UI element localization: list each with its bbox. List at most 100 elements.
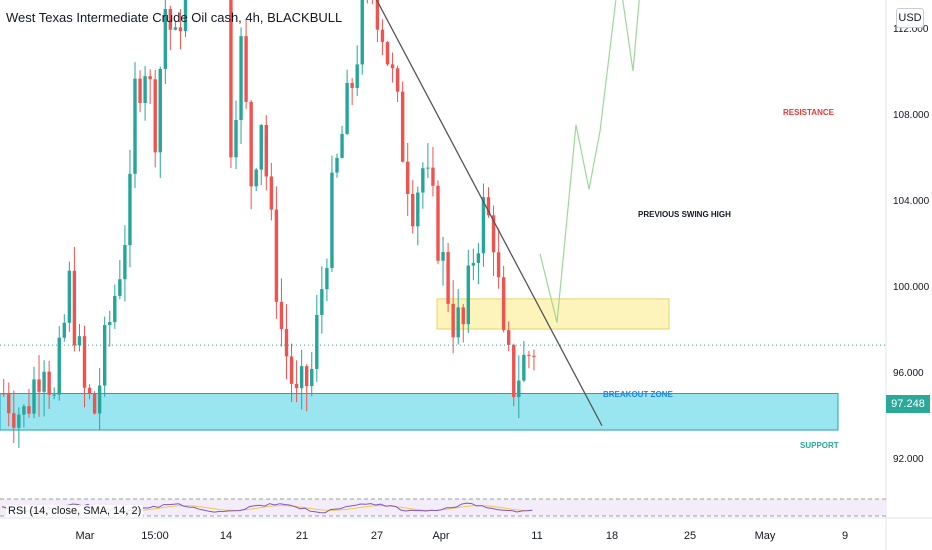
candle-body [390,64,395,69]
candle-body [279,301,284,330]
y-tick-label: 104.000 [893,196,930,207]
candle-body [436,185,440,261]
candle-body [163,8,167,69]
candle-body [249,101,253,187]
candle-body [47,371,51,395]
candle-body [128,173,132,246]
candle-body [269,176,274,210]
candle-body [153,79,157,153]
candle-body [451,303,455,338]
candle-body [27,406,31,414]
candle-body [385,41,390,65]
candle-body [234,119,238,158]
candle-body [264,124,268,177]
y-tick-label: 92.000 [893,454,924,465]
candle-body [421,168,425,193]
rsi-indicator-label[interactable]: RSI (14, close, SMA, 14, 2) [6,505,144,517]
candle-body [380,29,385,42]
candle-body [406,161,410,194]
currency-button[interactable]: USD [896,8,924,28]
candle-body [501,277,506,331]
candle-body [345,82,349,134]
candle-body [113,295,117,323]
breakout-zone-label: BREAKOUT ZONE [603,390,673,399]
support-zone[interactable] [0,393,839,431]
y-tick-label: 96.000 [893,368,924,379]
candle-body [274,209,279,302]
candle-body [239,36,243,120]
candle-body [355,64,359,88]
support-label: SUPPORT [800,441,839,450]
candle-body [446,251,450,304]
previous-swing-high-label: PREVIOUS SWING HIGH [638,210,731,219]
projected-path[interactable] [539,0,660,323]
y-tick-label: 100.000 [893,282,930,293]
candle-body [7,394,11,414]
current-price-tag: 97.248 [886,395,930,413]
candle-body [77,336,82,346]
candle-body [426,167,430,169]
candle-body [97,385,102,414]
candle-body [32,379,36,414]
candle-body [87,387,92,394]
candle-body [496,252,501,278]
candle-body [72,270,77,346]
candle-body [486,197,491,216]
candle-body [481,197,486,254]
candle-body [335,157,339,173]
candle-body [62,322,66,338]
candle-body [82,336,87,388]
candle-body [173,27,178,30]
candle-body [527,354,531,356]
candle-body [229,0,233,158]
candle-body [37,379,41,392]
candle-body [466,265,470,325]
x-tick-label: Mar [76,530,95,542]
candle-body [123,245,127,280]
candle-body [178,27,183,32]
candle-body [375,0,380,30]
x-tick-label: 25 [684,530,696,542]
candle-body [168,8,173,30]
candle-body [2,393,6,395]
x-tick-label: 14 [220,530,232,542]
x-tick-label: May [755,530,776,542]
candle-body [42,371,46,392]
candle-body [350,82,354,88]
candle-body [431,167,435,186]
candle-body [517,380,521,398]
candle-body [133,78,137,174]
candle-body [244,36,248,102]
chart-title: West Texas Intermediate Crude Oil cash, … [6,10,343,25]
candle-body [471,262,476,266]
descending-trendline[interactable] [346,0,603,427]
candle-body [148,76,152,80]
candlestick-series [2,0,536,448]
candle-body [284,329,289,357]
x-tick-label: Apr [432,530,449,542]
candle-body [476,253,481,263]
candle-body [118,279,122,296]
candle-body [340,133,344,158]
candle-body [456,307,460,338]
candle-body [103,325,107,386]
candle-body [108,322,112,326]
candle-body [305,366,309,387]
candle-body [67,270,72,323]
candle-body [330,172,334,269]
candle-body [310,368,314,387]
candle-body [17,414,21,428]
candle-body [12,413,16,428]
y-tick-label: 108.000 [893,110,930,121]
candle-body [320,289,324,315]
candle-body [441,251,445,261]
candle-body [183,0,188,32]
candle-body [52,394,56,396]
candle-body [512,344,516,398]
candle-body [143,76,147,103]
x-tick-label: 27 [371,530,383,542]
candle-body [416,192,420,227]
candle-body [491,215,496,253]
breakout-zone[interactable] [436,298,670,330]
